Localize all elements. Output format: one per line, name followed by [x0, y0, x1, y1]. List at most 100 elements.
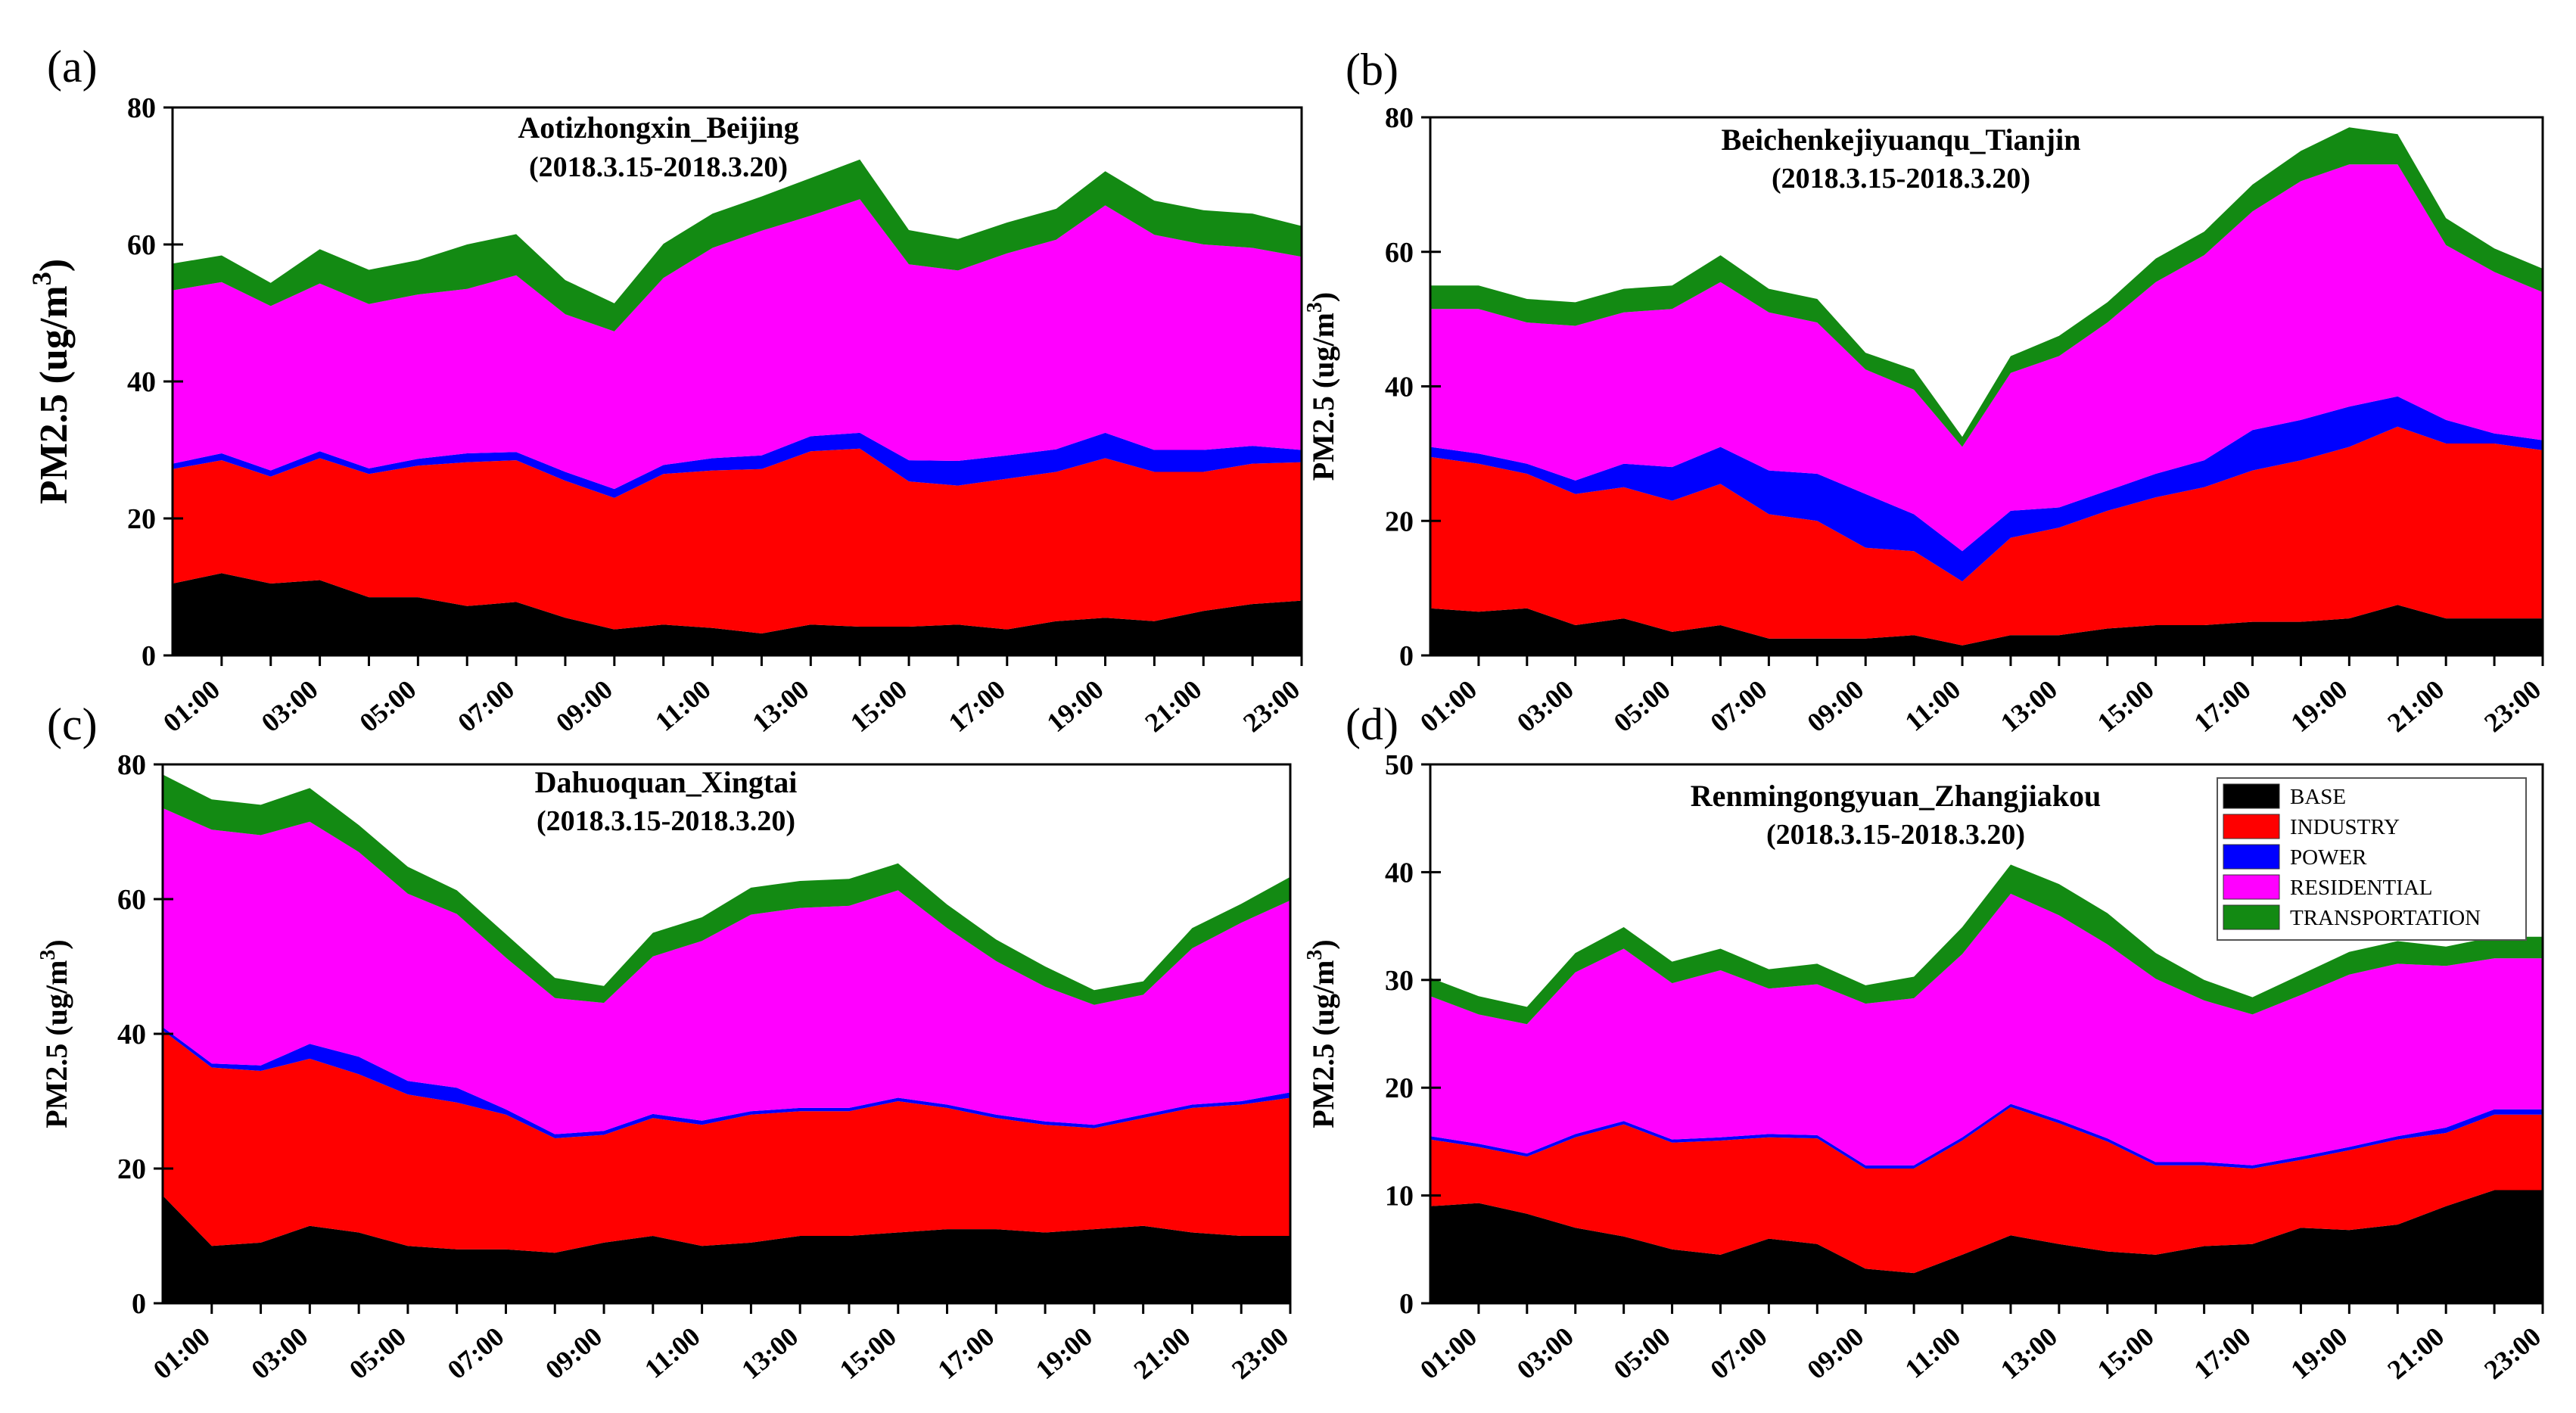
x-tick-label: 09:00 [550, 674, 618, 738]
x-tick-label: 07:00 [1704, 1321, 1772, 1385]
legend: BASE INDUSTRY POWER RESIDENTIAL TRANSPORTATI… [2217, 777, 2527, 941]
panel-label: (c) [47, 699, 98, 749]
x-tick-label: 23:00 [2478, 674, 2546, 738]
x-tick-label: 19:00 [2285, 674, 2353, 738]
area-base [173, 573, 1302, 655]
area-base [163, 1195, 1290, 1303]
legend-label-base: BASE [2290, 785, 2346, 809]
x-tick-label: 01:00 [1414, 1321, 1482, 1385]
y-axis-title: PM2.5 (ug/m3) [36, 939, 73, 1128]
chart-panel: 0 20 40 60 80 01:00 03:00 05:00 07:00 09:00 11:00 1… [26, 42, 1305, 738]
y-tick-label: 40 [1385, 372, 1414, 403]
y-tick-label: 40 [1385, 857, 1414, 889]
x-tick-label: 17:00 [932, 1321, 1000, 1385]
x-tick-label: 17:00 [943, 674, 1011, 738]
y-tick-label: 20 [117, 1153, 146, 1185]
x-tick-label: 21:00 [1128, 1321, 1196, 1385]
x-tick-label: 11:00 [649, 674, 717, 736]
chart-subtitle: (2018.3.15-2018.3.20) [529, 151, 788, 183]
y-axis-title-main: PM2.5 (ug/m [1306, 313, 1340, 481]
y-tick-label: 10 [1385, 1181, 1414, 1212]
x-tick-label: 15:00 [834, 1321, 902, 1385]
area-residential [163, 808, 1290, 1134]
y-tick-label: 20 [1385, 506, 1414, 537]
chart-panel: 0 10 20 30 40 50 01:00 03:00 05:00 07:00 09:00 11:0… [1303, 699, 2546, 1385]
x-tick-label: 17:00 [2189, 674, 2257, 738]
legend-label-residential: RESIDENTIAL [2290, 876, 2432, 900]
y-axis-title-close: ) [39, 939, 73, 949]
x-tick-label: 11:00 [1899, 1321, 1967, 1383]
area-residential [1430, 893, 2543, 1166]
y-axis-title-sup: 3 [1303, 950, 1327, 960]
x-tick-label: 15:00 [2092, 1321, 2160, 1385]
x-tick-label: 09:00 [1801, 1321, 1869, 1385]
chart-subtitle: (2018.3.15-2018.3.20) [1772, 163, 2030, 195]
y-tick-label: 0 [142, 640, 156, 672]
y-tick-label: 20 [127, 503, 156, 535]
x-tick-label: 05:00 [353, 674, 422, 738]
x-tick-label: 09:00 [540, 1321, 608, 1385]
area-transportation [1430, 864, 2543, 1025]
y-tick-label: 60 [127, 229, 156, 261]
x-tick-label: 07:00 [442, 1321, 510, 1385]
panel-label: (a) [47, 42, 98, 92]
chart-subtitle: (2018.3.15-2018.3.20) [537, 805, 795, 837]
area-base [1430, 605, 2543, 655]
x-tick-label: 07:00 [452, 674, 520, 738]
x-tick-label: 23:00 [1237, 674, 1305, 738]
area-residential [173, 199, 1302, 490]
x-tick-label: 15:00 [845, 674, 913, 738]
x-tick-label: 07:00 [1704, 674, 1772, 738]
y-axis-title: PM2.5 (ug/m3) [26, 259, 76, 504]
y-axis-title-sup: 3 [1303, 302, 1327, 313]
y-tick-label: 80 [127, 92, 156, 124]
y-tick-label: 80 [117, 749, 146, 781]
area-residential [1430, 164, 2543, 552]
x-tick-label: 19:00 [1041, 674, 1109, 738]
x-tick-label: 19:00 [2285, 1321, 2353, 1385]
x-tick-label: 05:00 [1608, 1321, 1676, 1385]
y-tick-label: 0 [1399, 1288, 1414, 1320]
x-tick-label: 21:00 [2382, 674, 2450, 738]
area-base [1430, 1190, 2543, 1303]
y-tick-label: 20 [1385, 1072, 1414, 1104]
x-tick-label: 13:00 [736, 1321, 804, 1385]
plot-frame [1429, 763, 2544, 1305]
chart-panel: 0 20 40 60 80 01:00 03:00 05:00 07:00 09:00 11:00 1… [36, 699, 1294, 1385]
y-tick-label: 60 [1385, 237, 1414, 269]
x-tick-label: 03:00 [245, 1321, 313, 1385]
x-tick-label: 03:00 [1511, 674, 1579, 738]
legend-swatch-transportation [2223, 904, 2280, 930]
y-tick-label: 40 [127, 366, 156, 398]
area-industry [163, 1030, 1290, 1253]
x-tick-label: 21:00 [1139, 674, 1207, 738]
y-tick-label: 0 [132, 1288, 146, 1320]
legend-label-transportation: TRANSPORTATION [2290, 906, 2481, 930]
y-tick-label: 80 [1385, 102, 1414, 134]
panel-label: (b) [1346, 45, 1398, 95]
y-tick-label: 40 [117, 1019, 146, 1050]
chart-title: Renmingongyuan_Zhangjiakou [1691, 779, 2101, 813]
y-axis-title-sup: 3 [26, 272, 57, 285]
x-tick-label: 05:00 [1608, 674, 1676, 738]
y-tick-label: 0 [1399, 640, 1414, 672]
x-tick-label: 15:00 [2092, 674, 2160, 738]
y-axis-title-sup: 3 [36, 950, 60, 960]
x-tick-label: 23:00 [1226, 1321, 1294, 1385]
area-power [163, 1027, 1290, 1138]
x-tick-label: 01:00 [1414, 674, 1482, 738]
y-axis-title-main: PM2.5 (ug/m [33, 285, 76, 504]
chart-title: Aotizhongxin_Beijing [518, 110, 798, 145]
legend-swatch-residential [2223, 874, 2280, 900]
y-tick-label: 50 [1385, 749, 1414, 781]
y-axis-title-main: PM2.5 (ug/m [39, 960, 73, 1128]
x-tick-label: 01:00 [148, 1321, 216, 1385]
y-axis-title-close: ) [1306, 292, 1340, 302]
area-transportation [1430, 127, 2543, 447]
y-axis-title-close: ) [33, 259, 76, 272]
x-tick-label: 13:00 [746, 674, 814, 738]
legend-label-power: POWER [2290, 845, 2367, 870]
area-power [173, 432, 1302, 498]
area-transportation [163, 774, 1290, 1005]
